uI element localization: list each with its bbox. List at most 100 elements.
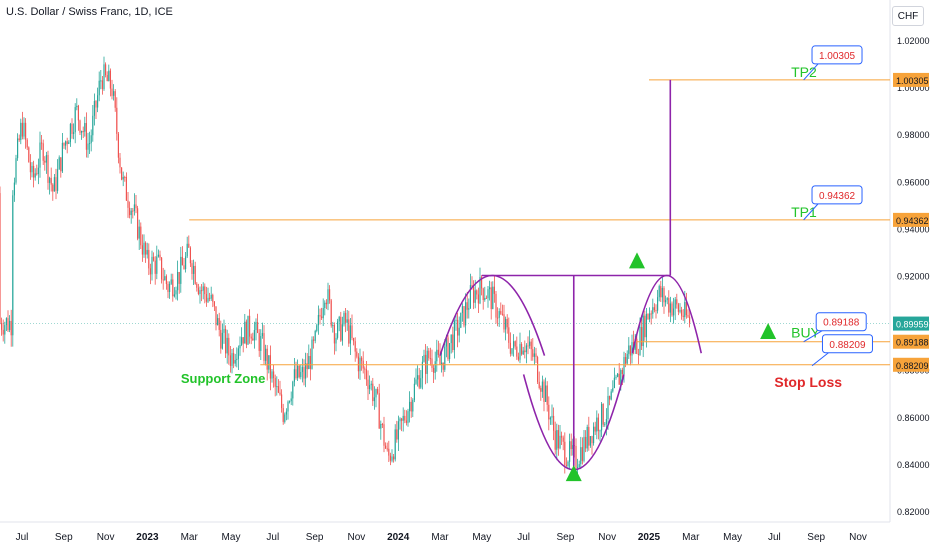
callout-box — [821, 334, 873, 354]
candle-body — [93, 101, 95, 116]
y-tick-label: 1.00000 — [897, 83, 930, 93]
candle-body — [498, 311, 500, 318]
x-tick-label: Sep — [306, 532, 324, 543]
currency-button[interactable]: CHF — [892, 6, 924, 26]
candle-body — [513, 341, 515, 349]
candle-body — [225, 328, 227, 354]
candle-body — [57, 169, 59, 191]
candle-body — [317, 314, 319, 326]
candle-body — [650, 313, 652, 315]
candle-body — [207, 297, 209, 302]
candle-body — [644, 315, 646, 338]
candle-body — [586, 426, 588, 449]
stop-loss-label: Stop Loss — [774, 374, 842, 390]
candle-body — [602, 403, 604, 425]
candle-body — [255, 322, 257, 331]
candle-body — [509, 342, 511, 354]
candle-body — [18, 138, 20, 141]
candle-body — [361, 357, 363, 361]
candle-body — [37, 167, 39, 175]
x-tick-label: Jul — [768, 532, 781, 543]
candle-body — [173, 294, 175, 297]
y-tick-label: 0.94000 — [897, 224, 930, 234]
candle-body — [45, 155, 47, 163]
candle-body — [141, 245, 143, 255]
level-price-tag-label: 0.94362 — [896, 216, 929, 226]
candle-body — [183, 265, 185, 270]
candle-body — [549, 417, 551, 420]
candle-body — [305, 363, 307, 379]
candle-body — [541, 381, 543, 392]
candle-body — [495, 293, 497, 318]
candle-body — [617, 373, 619, 377]
candle-body — [578, 464, 580, 468]
level-price-tag-label: 0.88209 — [896, 361, 929, 371]
candle-body — [572, 445, 574, 450]
candle-body — [333, 325, 335, 344]
candle-body — [33, 165, 35, 178]
candle-body — [613, 377, 615, 389]
candle-body — [489, 287, 491, 290]
candle-body — [241, 337, 243, 345]
candle-body — [49, 177, 51, 183]
candle-body — [314, 330, 316, 341]
candle-body — [378, 393, 380, 429]
callout-value: 0.89188 — [823, 318, 860, 329]
callout-box — [815, 312, 867, 332]
candle-body — [684, 301, 686, 318]
y-tick-label: 0.96000 — [897, 177, 930, 187]
last-price-tag — [893, 316, 929, 331]
candle-body — [581, 447, 583, 461]
candle-body — [285, 411, 287, 415]
candle-body — [620, 369, 622, 385]
candle-body — [68, 142, 70, 145]
candle-body — [215, 306, 217, 326]
candle-body — [114, 91, 116, 108]
candle-body — [10, 320, 12, 336]
candle-body — [181, 256, 183, 266]
candle-body — [322, 308, 324, 319]
candle-body — [514, 341, 516, 347]
candle-body — [276, 386, 278, 388]
candle-body — [647, 314, 649, 320]
x-tick-label: 2025 — [638, 532, 661, 543]
candle-body — [604, 424, 606, 426]
candle-body — [375, 389, 377, 398]
candle-body — [188, 243, 190, 248]
candle-body — [429, 358, 431, 360]
candle-body — [503, 314, 505, 330]
candle-body — [511, 348, 513, 354]
candle-body — [85, 123, 87, 150]
candle-body — [319, 314, 321, 317]
candle-body — [458, 327, 460, 336]
candle-body — [228, 337, 230, 356]
candle-body — [92, 115, 94, 136]
candle-body — [301, 367, 303, 373]
x-tick-label: Sep — [807, 532, 825, 543]
candle-body — [161, 257, 163, 280]
candle-body — [679, 309, 681, 312]
candle-body — [405, 420, 407, 423]
candle-body — [685, 301, 687, 316]
candle-body — [420, 378, 422, 388]
candle-body — [543, 381, 545, 402]
y-tick-label: 0.98000 — [897, 130, 930, 140]
candle-body — [399, 418, 401, 422]
candle-body — [165, 276, 167, 285]
candle-body — [145, 242, 147, 255]
candle-body — [577, 467, 579, 469]
candle-body — [583, 436, 585, 461]
candle-body — [108, 70, 110, 82]
callout-box — [811, 45, 863, 65]
candle-body — [394, 429, 396, 460]
candle-body — [263, 333, 265, 361]
candle-body — [247, 315, 249, 345]
candle-body — [266, 348, 268, 370]
candle-body — [501, 313, 503, 315]
tp1-label: TP1 — [791, 204, 817, 220]
candle-body — [109, 70, 111, 89]
candle-body — [521, 344, 523, 355]
candle-body — [442, 362, 444, 370]
candle-body — [351, 325, 353, 339]
